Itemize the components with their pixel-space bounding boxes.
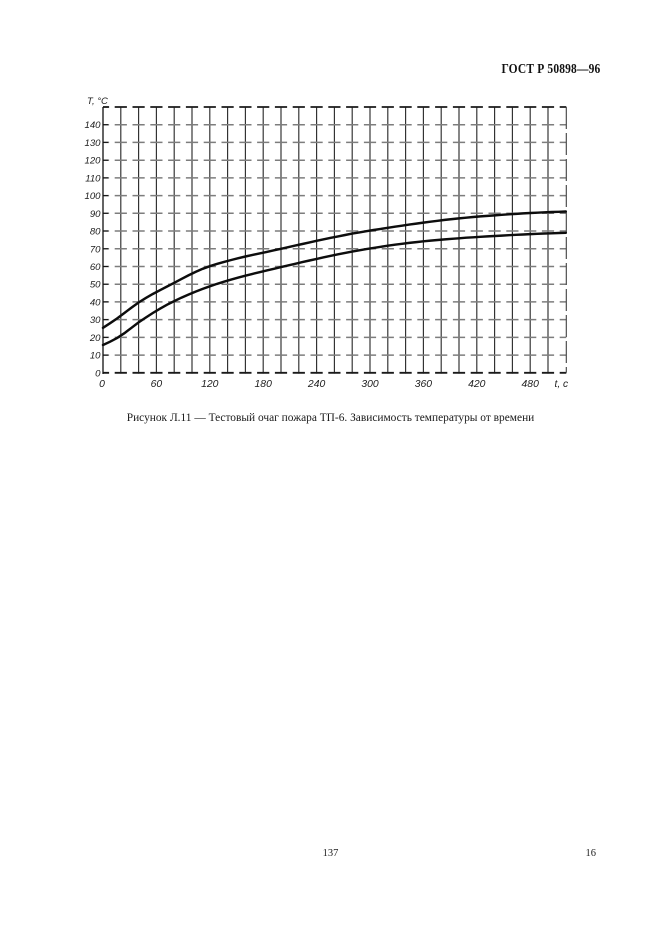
svg-text:180: 180 xyxy=(255,379,273,390)
svg-text:300: 300 xyxy=(361,379,379,390)
svg-text:40: 40 xyxy=(90,297,101,308)
svg-text:240: 240 xyxy=(307,379,326,390)
svg-text:60: 60 xyxy=(151,379,163,390)
svg-text:10: 10 xyxy=(90,351,101,362)
svg-text:130: 130 xyxy=(84,138,101,149)
svg-text:30: 30 xyxy=(90,315,101,326)
svg-text:90: 90 xyxy=(90,209,101,220)
svg-text:t, с: t, с xyxy=(555,379,569,390)
svg-text:360: 360 xyxy=(415,379,433,390)
svg-text:120: 120 xyxy=(201,379,219,390)
svg-text:0: 0 xyxy=(95,368,101,379)
svg-text:70: 70 xyxy=(90,244,101,255)
svg-text:480: 480 xyxy=(522,379,540,390)
svg-text:140: 140 xyxy=(84,120,101,131)
svg-text:50: 50 xyxy=(90,280,101,291)
svg-text:Т, °С: Т, °С xyxy=(87,96,108,107)
svg-text:100: 100 xyxy=(84,191,101,202)
svg-text:60: 60 xyxy=(90,262,101,273)
svg-text:120: 120 xyxy=(84,156,101,167)
svg-text:420: 420 xyxy=(468,379,486,390)
svg-text:80: 80 xyxy=(90,227,101,238)
svg-text:110: 110 xyxy=(85,173,101,184)
svg-text:0: 0 xyxy=(99,379,105,390)
svg-text:20: 20 xyxy=(89,333,101,344)
